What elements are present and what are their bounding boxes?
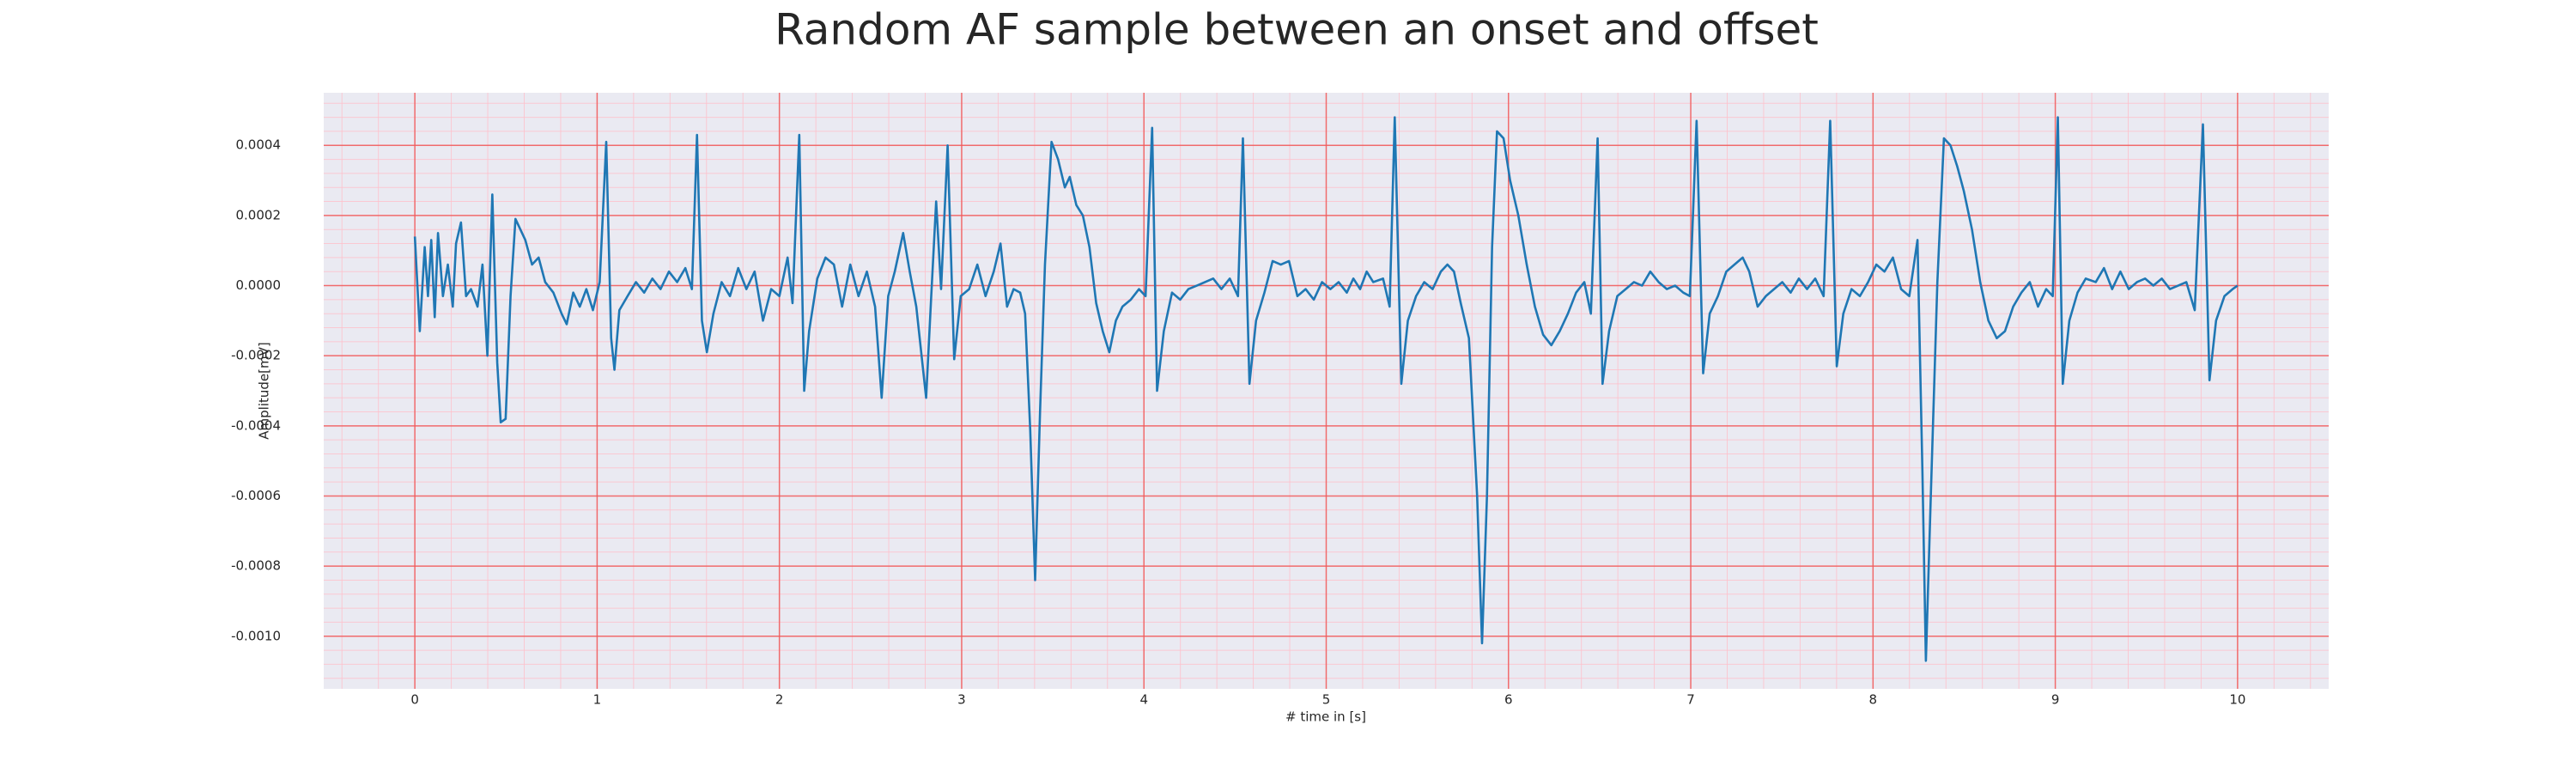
y-tick-label: -0.0008	[231, 558, 281, 574]
y-tick-label: 0.0002	[236, 207, 282, 222]
marks	[413, 116, 2239, 662]
x-tick-label: 9	[2051, 692, 2060, 708]
x-axis-label: # time in [s]	[1285, 709, 1366, 725]
signal-line	[413, 116, 2239, 662]
x-tick-label: 5	[1322, 692, 1331, 708]
x-tick-label: 6	[1504, 692, 1513, 708]
chart-title: Random AF sample between an onset and of…	[775, 5, 1819, 55]
x-tick-label: 7	[1686, 692, 1695, 708]
x-tick-label: 8	[1869, 692, 1878, 708]
y-tick-label: -0.0002	[231, 348, 281, 363]
x-tick-label: 2	[775, 692, 784, 708]
y-tick-label: -0.0010	[231, 628, 281, 643]
y-tick-label: 0.0000	[236, 277, 282, 293]
y-tick-label: 0.0004	[236, 137, 282, 153]
labels: 0 1 2 3 4 5 6 7 8 9 10 0.0004 0.0002 0.0000 -0.0002 -0.…	[231, 137, 2245, 708]
y-tick-label: -0.0004	[231, 417, 281, 433]
x-tick-label: 1	[593, 692, 602, 708]
x-tick-label: 4	[1139, 692, 1148, 708]
x-tick-label: 3	[957, 692, 966, 708]
y-axis-label: Amplitude[mV]	[257, 342, 272, 439]
x-tick-label: 10	[2229, 692, 2245, 708]
y-tick-label: -0.0006	[231, 488, 281, 503]
x-tick-label: 0	[410, 692, 419, 708]
grid	[324, 93, 2329, 689]
